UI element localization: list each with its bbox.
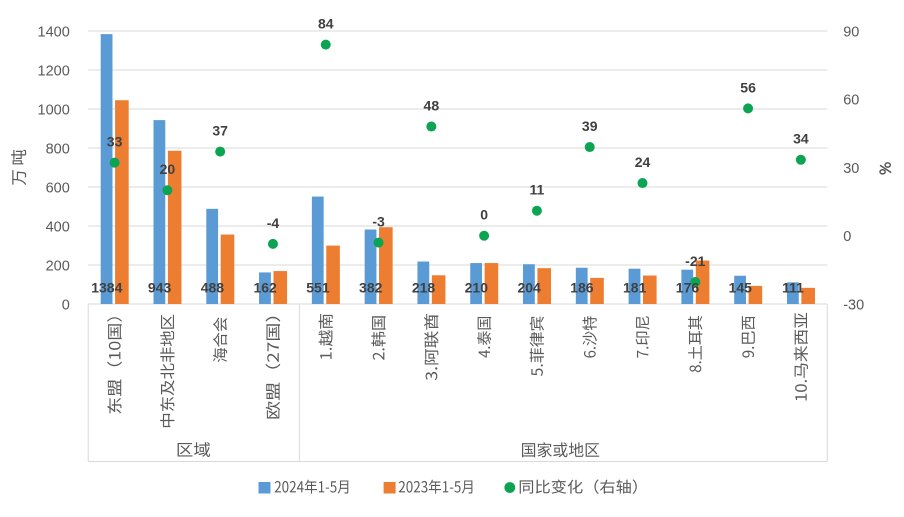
svg-text:200: 200 (46, 258, 70, 274)
svg-text:1384: 1384 (91, 279, 122, 295)
svg-text:-4: -4 (267, 215, 280, 231)
svg-text:204: 204 (517, 279, 541, 295)
svg-text:111: 111 (782, 279, 804, 295)
svg-text:24: 24 (635, 154, 651, 170)
svg-text:162: 162 (253, 279, 277, 295)
svg-text:1400: 1400 (38, 24, 70, 40)
svg-text:90: 90 (843, 24, 859, 40)
svg-text:218: 218 (412, 279, 436, 295)
svg-text:1200: 1200 (38, 63, 70, 79)
svg-text:382: 382 (359, 279, 383, 295)
svg-text:488: 488 (201, 279, 225, 295)
svg-text:176: 176 (676, 279, 700, 295)
svg-text:0: 0 (480, 207, 488, 223)
svg-text:400: 400 (46, 219, 70, 235)
svg-text:-21: -21 (685, 253, 705, 269)
svg-text:37: 37 (212, 122, 228, 138)
svg-text:800: 800 (46, 141, 70, 157)
svg-text:0: 0 (62, 297, 70, 313)
svg-text:20: 20 (160, 161, 176, 177)
svg-text:-3: -3 (372, 213, 385, 229)
svg-text:48: 48 (424, 97, 440, 113)
svg-text:-30: -30 (843, 297, 864, 313)
svg-text:33: 33 (107, 134, 123, 150)
svg-text:210: 210 (465, 279, 489, 295)
svg-text:145: 145 (729, 279, 753, 295)
svg-text:600: 600 (46, 180, 70, 196)
svg-text:943: 943 (148, 279, 172, 295)
svg-text:39: 39 (582, 118, 598, 134)
svg-text:60: 60 (843, 93, 859, 109)
svg-text:84: 84 (318, 16, 334, 32)
svg-text:56: 56 (740, 79, 756, 95)
svg-text:551: 551 (306, 279, 330, 295)
svg-text:11: 11 (530, 182, 545, 198)
svg-text:30: 30 (843, 161, 859, 177)
svg-text:181: 181 (623, 279, 647, 295)
svg-text:0: 0 (843, 229, 851, 245)
svg-text:1000: 1000 (38, 102, 70, 118)
svg-text:34: 34 (793, 131, 809, 147)
svg-text:186: 186 (570, 279, 594, 295)
